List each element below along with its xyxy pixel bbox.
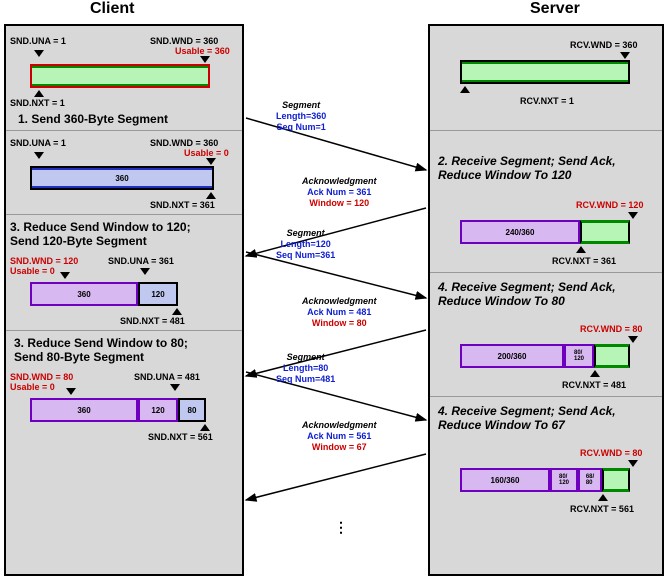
svg-text:⋮: ⋮	[334, 519, 348, 535]
c4-una: SND.UNA = 481	[134, 372, 200, 382]
c1-usable: Usable = 360	[175, 46, 230, 56]
r3-window: 200/360 80/ 120	[460, 344, 635, 368]
c2-usable: Usable = 0	[184, 148, 229, 158]
m1: Segment Length=360 Seq Num=1	[276, 100, 326, 132]
m4: Acknowledgment Ack Num = 481 Window = 80	[302, 296, 377, 328]
c4-usable: Usable = 0	[10, 382, 55, 392]
r4-wnd: RCV.WND = 80	[580, 448, 642, 458]
r4-window: 160/360 80/ 120 68/ 80	[460, 468, 635, 492]
m6: Acknowledgment Ack Num = 561 Window = 67	[302, 420, 377, 452]
c3-usable: Usable = 0	[10, 266, 55, 276]
c3-window: 360 120	[30, 282, 180, 306]
r3-step: 4. Receive Segment; Send Ack, Reduce Win…	[438, 280, 616, 309]
r4-nxt: RCV.NXT = 561	[570, 504, 634, 514]
c2-wnd: SND.WND = 360	[150, 138, 218, 148]
r2-nxt: RCV.NXT = 361	[552, 256, 616, 266]
r4-step: 4. Receive Segment; Send Ack, Reduce Win…	[438, 404, 616, 433]
c4-step: 3. Reduce Send Window to 80; Send 80-Byt…	[14, 336, 188, 365]
c1-nxt: SND.NXT = 1	[10, 98, 65, 108]
c4-wnd: SND.WND = 80	[10, 372, 73, 382]
c2-window: 360	[30, 166, 214, 190]
c4-window: 360 120 80	[30, 398, 210, 422]
c1-una: SND.UNA = 1	[10, 36, 66, 46]
c3-step: 3. Reduce Send Window to 120; Send 120-B…	[10, 220, 191, 249]
c3-una: SND.UNA = 361	[108, 256, 174, 266]
r2-step: 2. Receive Segment; Send Ack, Reduce Win…	[438, 154, 616, 183]
r3-nxt: RCV.NXT = 481	[562, 380, 626, 390]
c4-nxt: SND.NXT = 561	[148, 432, 213, 442]
m2: Acknowledgment Ack Num = 361 Window = 12…	[302, 176, 377, 208]
r2-window: 240/360	[460, 220, 635, 244]
c1-step: 1. Send 360-Byte Segment	[18, 112, 168, 126]
client-title: Client	[90, 0, 134, 18]
m3: Segment Length=120 Seq Num=361	[276, 228, 335, 260]
r1-wnd: RCV.WND = 360	[570, 40, 637, 50]
c2-nxt: SND.NXT = 361	[150, 200, 215, 210]
r1-nxt: RCV.NXT = 1	[520, 96, 574, 106]
c1-wnd: SND.WND = 360	[150, 36, 218, 46]
server-title: Server	[530, 0, 580, 18]
r1-window	[460, 60, 630, 84]
c2-una: SND.UNA = 1	[10, 138, 66, 148]
c3-wnd: SND.WND = 120	[10, 256, 78, 266]
r3-wnd: RCV.WND = 80	[580, 324, 642, 334]
m5: Segment Length=80 Seq Num=481	[276, 352, 335, 384]
c1-window	[30, 64, 210, 88]
r2-wnd: RCV.WND = 120	[576, 200, 643, 210]
c3-nxt: SND.NXT = 481	[120, 316, 185, 326]
